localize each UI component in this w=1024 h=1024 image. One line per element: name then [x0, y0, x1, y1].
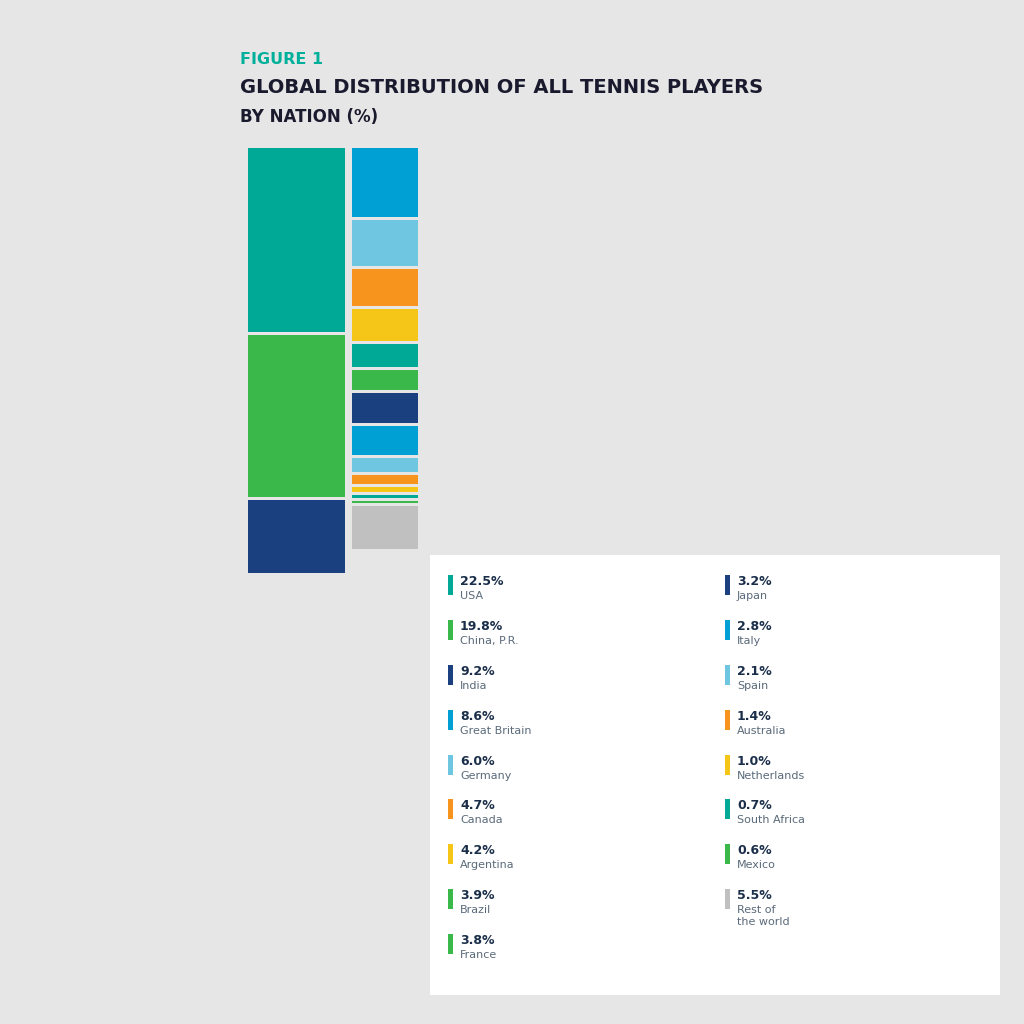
- Text: 9.2%: 9.2%: [460, 665, 495, 678]
- Bar: [352, 475, 418, 483]
- Text: 5.5%: 5.5%: [737, 889, 772, 902]
- Text: Canada: Canada: [460, 815, 503, 825]
- Bar: [248, 500, 345, 573]
- Bar: [352, 343, 418, 368]
- Bar: [352, 269, 418, 305]
- Bar: [449, 755, 453, 774]
- FancyBboxPatch shape: [430, 555, 1000, 995]
- Bar: [352, 393, 418, 423]
- Bar: [248, 335, 345, 497]
- Text: India: India: [460, 681, 487, 691]
- Text: the world: the world: [737, 918, 790, 927]
- Bar: [352, 501, 418, 503]
- Text: Spain: Spain: [737, 681, 768, 691]
- Text: 0.6%: 0.6%: [737, 845, 772, 857]
- Text: China, P.R.: China, P.R.: [460, 636, 518, 646]
- Bar: [352, 486, 418, 492]
- Bar: [725, 755, 730, 774]
- Text: 2.1%: 2.1%: [737, 665, 772, 678]
- Text: 3.9%: 3.9%: [460, 889, 495, 902]
- Text: Argentina: Argentina: [460, 860, 515, 870]
- Text: 1.0%: 1.0%: [737, 755, 772, 768]
- Text: 22.5%: 22.5%: [460, 575, 504, 588]
- Text: 3.2%: 3.2%: [737, 575, 772, 588]
- Bar: [725, 620, 730, 640]
- Bar: [449, 575, 453, 595]
- Bar: [725, 800, 730, 819]
- Text: 1.4%: 1.4%: [737, 710, 772, 723]
- Text: FIGURE 1: FIGURE 1: [240, 52, 324, 67]
- Bar: [449, 800, 453, 819]
- Bar: [352, 426, 418, 455]
- Text: Germany: Germany: [460, 770, 511, 780]
- Text: 2.8%: 2.8%: [737, 620, 772, 633]
- Text: BY NATION (%): BY NATION (%): [240, 108, 378, 126]
- Bar: [352, 308, 418, 341]
- Bar: [352, 219, 418, 266]
- Text: Mexico: Mexico: [737, 860, 776, 870]
- Text: 19.8%: 19.8%: [460, 620, 503, 633]
- Bar: [449, 845, 453, 864]
- Text: Great Britain: Great Britain: [460, 726, 531, 735]
- Bar: [725, 710, 730, 730]
- Bar: [352, 148, 418, 216]
- Text: France: France: [460, 950, 498, 961]
- Bar: [449, 710, 453, 730]
- Bar: [725, 845, 730, 864]
- Text: Brazil: Brazil: [460, 905, 492, 915]
- Text: South Africa: South Africa: [737, 815, 805, 825]
- Bar: [725, 575, 730, 595]
- Bar: [449, 889, 453, 909]
- Text: 3.8%: 3.8%: [460, 934, 495, 947]
- Text: Rest of: Rest of: [737, 905, 775, 915]
- Bar: [725, 665, 730, 685]
- Bar: [352, 495, 418, 498]
- Bar: [352, 506, 418, 549]
- Text: USA: USA: [460, 591, 483, 601]
- Text: Japan: Japan: [737, 591, 768, 601]
- Bar: [352, 370, 418, 390]
- Bar: [449, 665, 453, 685]
- Text: 4.7%: 4.7%: [460, 800, 495, 812]
- Text: 8.6%: 8.6%: [460, 710, 495, 723]
- Text: Italy: Italy: [737, 636, 761, 646]
- Bar: [352, 458, 418, 472]
- Text: GLOBAL DISTRIBUTION OF ALL TENNIS PLAYERS: GLOBAL DISTRIBUTION OF ALL TENNIS PLAYER…: [240, 78, 763, 97]
- Text: 0.7%: 0.7%: [737, 800, 772, 812]
- Bar: [248, 148, 345, 332]
- Text: Netherlands: Netherlands: [737, 770, 805, 780]
- Bar: [449, 620, 453, 640]
- Text: 6.0%: 6.0%: [460, 755, 495, 768]
- Text: Australia: Australia: [737, 726, 786, 735]
- Bar: [725, 889, 730, 909]
- Bar: [449, 934, 453, 954]
- Text: 4.2%: 4.2%: [460, 845, 495, 857]
